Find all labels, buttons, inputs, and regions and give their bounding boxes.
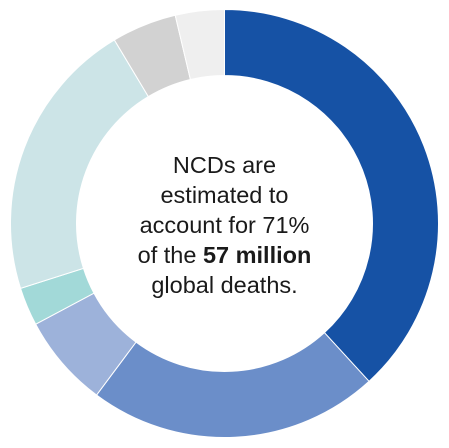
center-caption-line-2: estimated to — [160, 182, 289, 208]
donut-slice-1 — [224, 8, 439, 383]
donut-slice-2 — [95, 331, 370, 438]
center-caption-line-1: NCDs are — [172, 152, 277, 178]
center-caption-line-3: account for 71% — [139, 212, 310, 238]
center-caption-line-4: of the 57 million — [96, 240, 353, 270]
center-caption-line-4-prefix: of the — [137, 242, 203, 268]
center-caption: NCDs are estimated to account for 71% of… — [96, 150, 353, 300]
donut-slice-7 — [174, 8, 225, 81]
center-caption-line-5: global deaths. — [151, 272, 298, 298]
center-caption-highlight: 57 million — [202, 242, 312, 268]
donut-slices — [10, 8, 439, 438]
